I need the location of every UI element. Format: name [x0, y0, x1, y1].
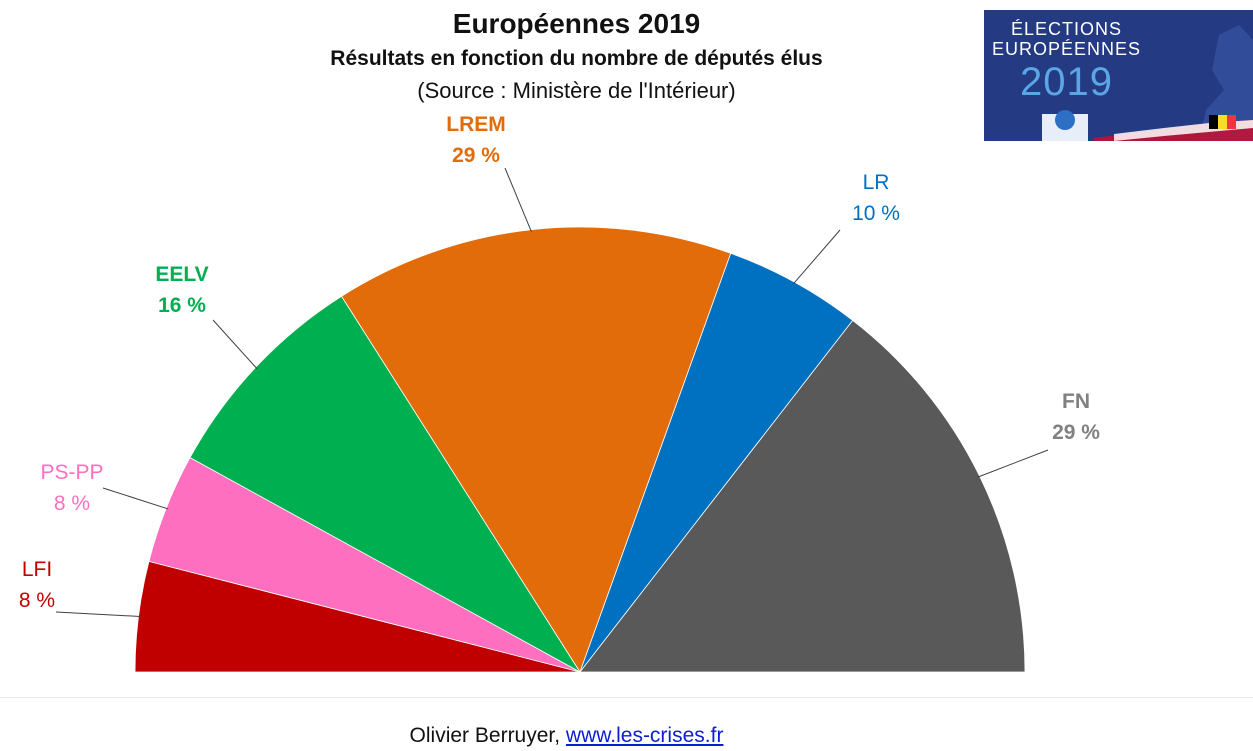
- slice-lrem: [341, 226, 732, 673]
- logo-flag-be-yellow: [1218, 115, 1227, 129]
- label-eelv: EELV: [155, 263, 208, 286]
- leader-line-lr: [793, 229, 841, 285]
- value-label-ps-pp: 8 %: [54, 492, 90, 515]
- label-fn: FN: [1062, 390, 1090, 413]
- value-label-fn: 29 %: [1052, 421, 1100, 444]
- logo-flag-be-red: [1227, 115, 1236, 129]
- leader-line-fn: [977, 449, 1049, 478]
- footer-credit: Olivier Berruyer, www.les-crises.fr: [0, 724, 1133, 748]
- chart-slices: [134, 226, 1026, 673]
- logo-flag-be-black: [1209, 115, 1218, 129]
- chart-leader-lines: [55, 167, 1049, 617]
- logo-year: 2019: [1020, 60, 1113, 104]
- hemicycle-chart: LFI 8 % PS-PP 8 % EELV 16 % LREM 29 % LR 10 % FN 29…: [19, 113, 1100, 673]
- logo-eu-stars: [1055, 110, 1075, 130]
- footer-author: Olivier Berruyer,: [409, 724, 566, 747]
- logo-line-europeennes: EUROPÉENNES: [991, 39, 1142, 59]
- leader-line-ps-pp: [102, 487, 169, 510]
- label-lrem: LREM: [446, 113, 506, 136]
- label-ps-pp: PS-PP: [40, 461, 103, 484]
- logo-line-elections: ÉLECTIONS: [1010, 19, 1123, 39]
- chart-title: Européennes 2019: [452, 8, 701, 39]
- label-lr: LR: [863, 171, 890, 194]
- chart-subtitle: Résultats en fonction du nombre de déput…: [330, 47, 823, 70]
- footer-divider: [0, 697, 1253, 698]
- chart-labels: LFI 8 % PS-PP 8 % EELV 16 % LREM 29 % LR 10 % FN 29…: [19, 113, 1100, 612]
- value-label-lrem: 29 %: [452, 144, 500, 167]
- chart-source: (Source : Ministère de l'Intérieur): [417, 78, 736, 103]
- footer-link[interactable]: www.les-crises.fr: [565, 724, 724, 747]
- logo-art: [1042, 25, 1253, 141]
- leader-line-lrem: [504, 167, 532, 232]
- leader-line-eelv: [212, 319, 258, 370]
- value-label-eelv: 16 %: [158, 294, 206, 317]
- leader-line-lfi: [55, 611, 141, 617]
- value-label-lfi: 8 %: [19, 589, 55, 612]
- elections-logo: ÉLECTIONS EUROPÉENNES 2019: [984, 10, 1253, 141]
- label-lfi: LFI: [22, 558, 52, 581]
- value-label-lr: 10 %: [852, 202, 900, 225]
- logo-map-shape: [1199, 25, 1253, 141]
